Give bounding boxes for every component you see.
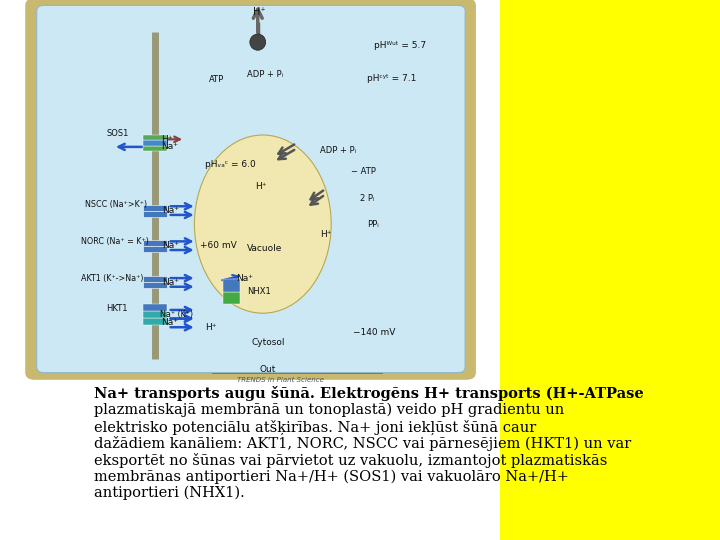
Text: H⁺: H⁺ <box>320 231 332 239</box>
Text: membrānas antiportieri Na+/H+ (SOS1) vai vakuolāro Na+/H+: membrānas antiportieri Na+/H+ (SOS1) vai… <box>94 469 569 484</box>
Bar <box>143 205 167 211</box>
Bar <box>143 140 167 146</box>
Text: antiportieri (NHX1).: antiportieri (NHX1). <box>94 486 244 501</box>
Text: Na⁺: Na⁺ <box>162 241 179 250</box>
Text: H⁺: H⁺ <box>256 182 267 191</box>
Text: Na⁺: Na⁺ <box>161 319 179 327</box>
Bar <box>143 311 167 318</box>
Ellipse shape <box>250 34 266 50</box>
Text: Vacuole: Vacuole <box>247 244 282 253</box>
Text: H⁺: H⁺ <box>205 323 217 332</box>
Text: TRENDS in Plant Science: TRENDS in Plant Science <box>238 377 324 383</box>
Bar <box>143 246 167 252</box>
Text: plazmatiskajā membrānā un tonoplastā) veido pH gradientu un: plazmatiskajā membrānā un tonoplastā) ve… <box>94 403 564 417</box>
Text: PPᵢ: PPᵢ <box>367 220 379 228</box>
Text: AKT1 (K⁺->Na⁺): AKT1 (K⁺->Na⁺) <box>81 274 144 282</box>
FancyBboxPatch shape <box>37 5 465 373</box>
Text: pHᶜʸᵗ = 7.1: pHᶜʸᵗ = 7.1 <box>367 74 417 83</box>
Text: ADP + Pᵢ: ADP + Pᵢ <box>247 70 283 79</box>
Bar <box>143 135 167 140</box>
Bar <box>143 282 167 288</box>
Bar <box>223 280 240 292</box>
Bar <box>0 0 500 540</box>
Text: elektrisko potenciālu atšķirības. Na+ joni iekļūst šūnā caur: elektrisko potenciālu atšķirības. Na+ jo… <box>94 420 536 435</box>
Text: ATP: ATP <box>209 76 224 84</box>
Bar <box>223 292 240 303</box>
Text: dažādiem kanāliem: AKT1, NORC, NSCC vai pārnesējiem (HKT1) un var: dažādiem kanāliem: AKT1, NORC, NSCC vai … <box>94 436 631 451</box>
Text: NORC (Na⁺ = K⁺): NORC (Na⁺ = K⁺) <box>81 238 149 246</box>
Text: ADP + Pᵢ: ADP + Pᵢ <box>320 146 356 154</box>
Text: Na⁺ (K⁺): Na⁺ (K⁺) <box>160 310 193 319</box>
Text: pHᵥₐᶜ = 6.0: pHᵥₐᶜ = 6.0 <box>205 160 256 169</box>
Text: Out: Out <box>259 366 276 374</box>
Text: Na⁺: Na⁺ <box>162 206 179 215</box>
Bar <box>143 146 167 151</box>
Text: Na+ transports augu šūnā. Elektrogēns H+ transports (H+-ATPase: Na+ transports augu šūnā. Elektrogēns H+… <box>94 386 644 401</box>
Text: Na⁺: Na⁺ <box>236 274 253 282</box>
Text: NHX1: NHX1 <box>247 287 271 296</box>
Text: −140 mV: −140 mV <box>353 328 395 336</box>
Text: pHᵂᵘᵗ = 5.7: pHᵂᵘᵗ = 5.7 <box>374 42 426 50</box>
Text: − ATP: − ATP <box>351 167 376 176</box>
Text: H⁺: H⁺ <box>253 7 266 17</box>
Text: SOS1: SOS1 <box>107 130 129 138</box>
Text: 2 Pᵢ: 2 Pᵢ <box>360 194 374 203</box>
Text: eksportēt no šūnas vai pārvietot uz vakuolu, izmantojot plazmatiskās: eksportēt no šūnas vai pārvietot uz vaku… <box>94 453 607 468</box>
Bar <box>143 304 167 311</box>
Text: HKT1: HKT1 <box>107 305 128 313</box>
Bar <box>143 240 167 246</box>
Ellipse shape <box>194 135 331 313</box>
Bar <box>143 276 167 282</box>
Bar <box>143 318 167 325</box>
Bar <box>143 211 167 217</box>
Text: +60 mV: +60 mV <box>200 241 237 250</box>
Text: Cytosol: Cytosol <box>252 339 286 347</box>
Text: Na⁺: Na⁺ <box>162 278 179 287</box>
FancyBboxPatch shape <box>26 0 475 379</box>
Text: NSCC (Na⁺>K⁺): NSCC (Na⁺>K⁺) <box>85 200 147 208</box>
Text: H⁺: H⁺ <box>161 135 173 144</box>
Text: Na⁺: Na⁺ <box>161 143 179 151</box>
